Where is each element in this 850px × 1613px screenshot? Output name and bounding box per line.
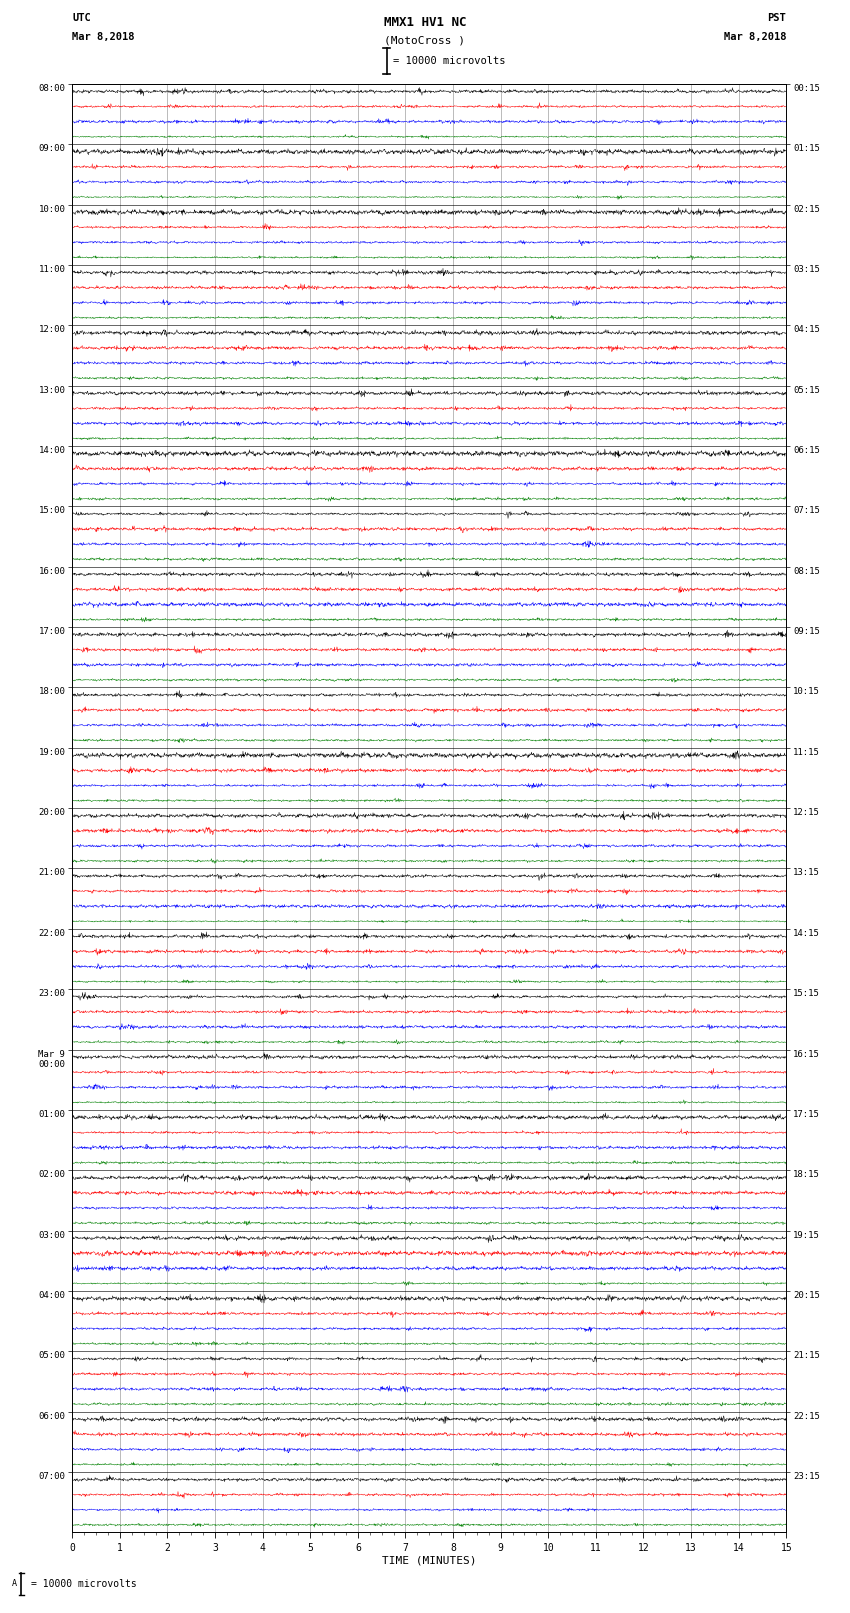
Text: A: A	[12, 1579, 17, 1589]
Text: PST: PST	[768, 13, 786, 23]
Text: Mar 8,2018: Mar 8,2018	[72, 32, 135, 42]
Text: Mar 8,2018: Mar 8,2018	[723, 32, 786, 42]
Text: = 10000 microvolts: = 10000 microvolts	[31, 1579, 137, 1589]
Text: = 10000 microvolts: = 10000 microvolts	[393, 56, 505, 66]
X-axis label: TIME (MINUTES): TIME (MINUTES)	[382, 1555, 477, 1566]
Text: MMX1 HV1 NC: MMX1 HV1 NC	[383, 16, 467, 29]
Text: UTC: UTC	[72, 13, 91, 23]
Text: (MotoCross ): (MotoCross )	[384, 35, 466, 45]
